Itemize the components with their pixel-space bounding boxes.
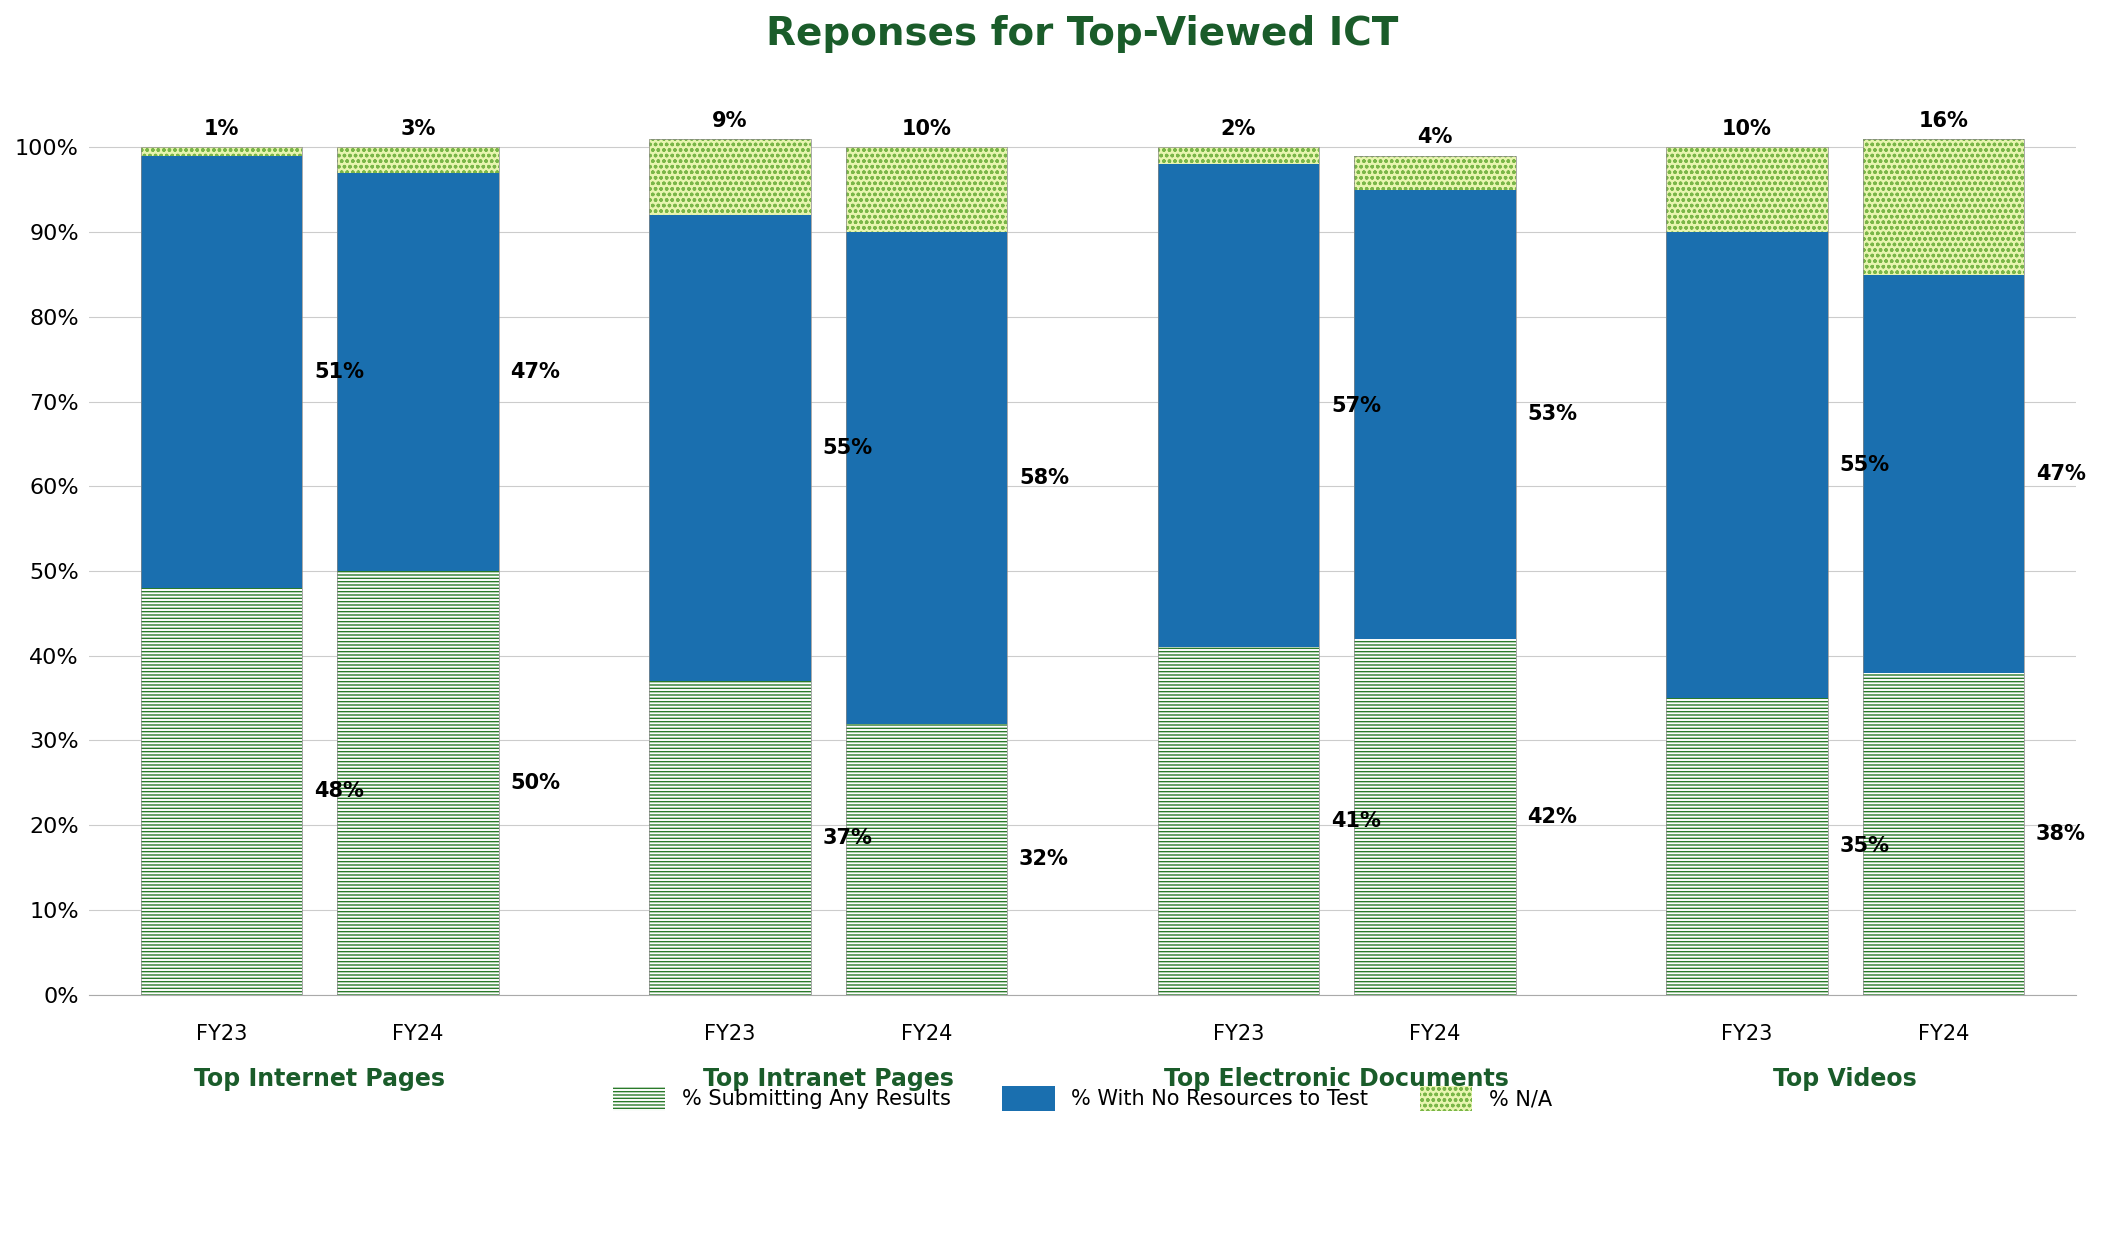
Text: 32%: 32%	[1018, 850, 1069, 869]
Bar	[337, 148, 500, 995]
Bar	[1353, 156, 1516, 190]
Text: 55%: 55%	[822, 438, 873, 458]
Bar	[337, 148, 500, 173]
Legend: % Submitting Any Results, % With No Resources to Test, % N/A: % Submitting Any Results, % With No Reso…	[603, 1076, 1562, 1122]
Bar	[649, 681, 812, 995]
Bar	[1863, 139, 2024, 274]
Text: 10%: 10%	[902, 119, 951, 139]
Text: 57%: 57%	[1330, 396, 1381, 416]
Text: Top Videos: Top Videos	[1773, 1067, 1916, 1090]
Bar	[1353, 156, 1516, 995]
Text: 37%: 37%	[822, 828, 873, 848]
Bar	[649, 139, 812, 995]
Bar	[649, 215, 812, 681]
Bar	[1353, 190, 1516, 638]
Bar	[1665, 148, 1828, 232]
Bar	[141, 156, 301, 587]
Text: 47%: 47%	[510, 361, 561, 383]
Bar	[1157, 647, 1320, 995]
Text: FY23: FY23	[196, 1025, 247, 1045]
Text: 42%: 42%	[1528, 807, 1577, 827]
Text: 2%: 2%	[1221, 119, 1256, 139]
Bar	[1665, 232, 1828, 698]
Text: Top Internet Pages: Top Internet Pages	[194, 1067, 445, 1090]
Title: Reponses for Top-Viewed ICT: Reponses for Top-Viewed ICT	[767, 15, 1400, 53]
Text: FY24: FY24	[1918, 1025, 1969, 1045]
Bar	[1863, 139, 2024, 995]
Bar	[1665, 148, 1828, 995]
Bar	[141, 148, 301, 156]
Text: 48%: 48%	[314, 781, 365, 801]
Text: 51%: 51%	[314, 361, 365, 383]
Bar	[337, 173, 500, 571]
Text: Top Electronic Documents: Top Electronic Documents	[1164, 1067, 1509, 1090]
Bar	[845, 148, 1008, 232]
Text: 10%: 10%	[1722, 119, 1773, 139]
Bar	[1157, 164, 1320, 647]
Bar	[1157, 148, 1320, 995]
Text: 53%: 53%	[1528, 405, 1577, 425]
Text: FY24: FY24	[1410, 1025, 1461, 1045]
Bar	[141, 148, 301, 995]
Text: Top Intranet Pages: Top Intranet Pages	[702, 1067, 953, 1090]
Text: FY24: FY24	[392, 1025, 443, 1045]
Bar	[845, 148, 1008, 995]
Text: FY24: FY24	[900, 1025, 953, 1045]
Text: 55%: 55%	[1840, 455, 1889, 476]
Bar	[1863, 673, 2024, 995]
Text: 58%: 58%	[1018, 468, 1069, 488]
Bar	[1863, 274, 2024, 673]
Bar	[1353, 638, 1516, 995]
Text: 35%: 35%	[1840, 836, 1889, 857]
Bar	[845, 724, 1008, 995]
Text: 4%: 4%	[1417, 128, 1452, 148]
Text: 3%: 3%	[401, 119, 436, 139]
Text: 50%: 50%	[510, 773, 561, 792]
Bar	[649, 139, 812, 215]
Text: FY23: FY23	[1212, 1025, 1265, 1045]
Text: 1%: 1%	[204, 119, 238, 139]
Bar	[845, 232, 1008, 724]
Bar	[141, 587, 301, 995]
Bar	[1665, 698, 1828, 995]
Text: FY23: FY23	[704, 1025, 755, 1045]
Text: FY23: FY23	[1722, 1025, 1773, 1045]
Bar	[337, 571, 500, 995]
Bar	[1157, 148, 1320, 164]
Text: 9%: 9%	[713, 111, 748, 130]
Text: 38%: 38%	[2036, 823, 2085, 843]
Text: 16%: 16%	[1918, 111, 1969, 130]
Text: 47%: 47%	[2036, 463, 2085, 483]
Text: 41%: 41%	[1330, 811, 1381, 831]
